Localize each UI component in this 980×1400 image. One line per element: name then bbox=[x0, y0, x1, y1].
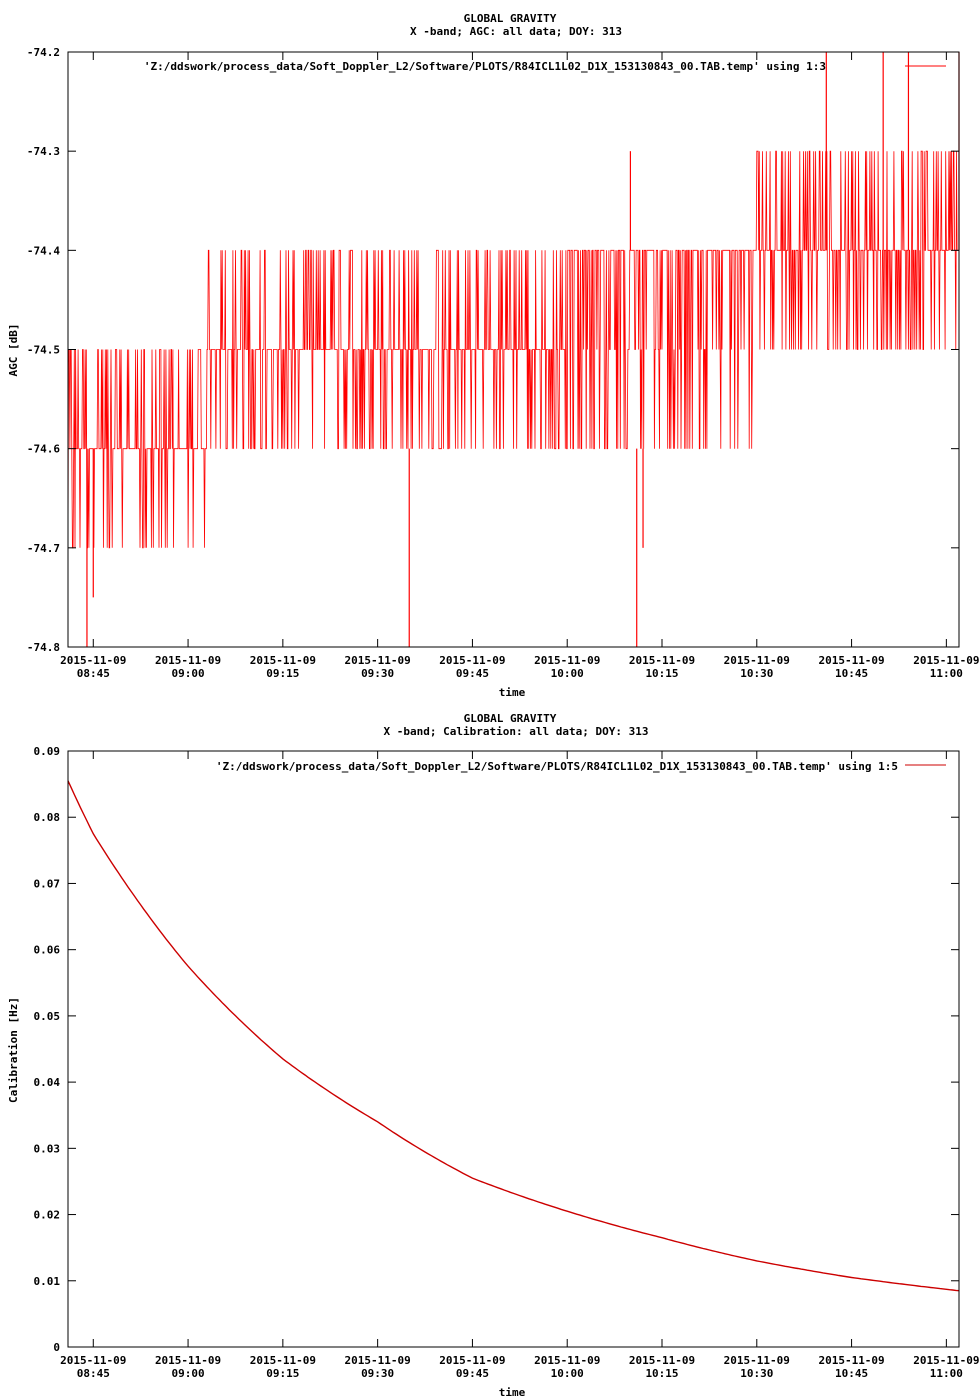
x-tick-label-time: 10:00 bbox=[551, 1367, 584, 1380]
y-tick-label: 0.07 bbox=[34, 877, 61, 890]
agc-chart: GLOBAL GRAVITY X -band; AGC: all data; D… bbox=[7, 12, 979, 699]
x-tick-label-time: 10:15 bbox=[645, 1367, 678, 1380]
x-tick-label-date: 2015-11-09 bbox=[250, 654, 316, 667]
x-tick-label-date: 2015-11-09 bbox=[439, 1354, 505, 1367]
y-axis-label: AGC [dB] bbox=[7, 324, 20, 377]
y-tick-label: 0.02 bbox=[34, 1209, 61, 1222]
y-tick-label: 0.05 bbox=[34, 1010, 61, 1023]
plot-frame bbox=[67, 750, 960, 1348]
y-tick-label: -74.4 bbox=[27, 244, 60, 257]
x-tick-label-time: 09:00 bbox=[172, 667, 205, 680]
x-tick-label-time: 09:30 bbox=[361, 1367, 394, 1380]
x-tick-label-date: 2015-11-09 bbox=[155, 654, 221, 667]
x-tick-label-time: 10:45 bbox=[835, 1367, 868, 1380]
y-tick-label: 0.08 bbox=[34, 811, 61, 824]
y-tick-label: -74.7 bbox=[27, 542, 60, 555]
axis-ticks: -74.2-74.3-74.4-74.5-74.6-74.7-74.82015-… bbox=[27, 46, 980, 680]
calibration-data-layer bbox=[67, 780, 960, 1292]
x-tick-label-time: 09:45 bbox=[456, 667, 489, 680]
chart-title: GLOBAL GRAVITY bbox=[464, 712, 557, 725]
x-axis-label: time bbox=[499, 1386, 526, 1399]
x-tick-label-time: 10:15 bbox=[645, 667, 678, 680]
legend-label: 'Z:/ddswork/process_data/Soft_Doppler_L2… bbox=[144, 60, 826, 73]
y-tick-label: -74.5 bbox=[27, 344, 60, 357]
y-tick-label: 0.03 bbox=[34, 1142, 61, 1155]
x-tick-label-date: 2015-11-09 bbox=[60, 1354, 126, 1367]
y-tick-label: 0.01 bbox=[34, 1275, 61, 1288]
chart-subtitle: X -band; AGC: all data; DOY: 313 bbox=[410, 25, 622, 38]
x-tick-label-date: 2015-11-09 bbox=[250, 1354, 316, 1367]
x-tick-label-time: 10:30 bbox=[740, 1367, 773, 1380]
x-tick-label-date: 2015-11-09 bbox=[629, 1354, 695, 1367]
axis-ticks: 0.090.080.070.060.050.040.030.020.010201… bbox=[34, 745, 980, 1380]
x-tick-label-date: 2015-11-09 bbox=[913, 654, 979, 667]
x-tick-label-date: 2015-11-09 bbox=[818, 1354, 884, 1367]
y-tick-label: 0.09 bbox=[34, 745, 61, 758]
x-tick-label-time: 10:30 bbox=[740, 667, 773, 680]
x-tick-label-time: 08:45 bbox=[77, 667, 110, 680]
series-line bbox=[67, 780, 960, 1292]
y-axis-label: Calibration [Hz] bbox=[7, 997, 20, 1103]
chart-title: GLOBAL GRAVITY bbox=[464, 12, 557, 25]
x-tick-label-date: 2015-11-09 bbox=[818, 654, 884, 667]
y-tick-label: -74.2 bbox=[27, 46, 60, 59]
x-tick-label-date: 2015-11-09 bbox=[155, 1354, 221, 1367]
x-tick-label-time: 09:15 bbox=[266, 667, 299, 680]
x-tick-label-date: 2015-11-09 bbox=[439, 654, 505, 667]
x-tick-label-time: 09:00 bbox=[172, 1367, 205, 1380]
y-tick-label: 0.04 bbox=[34, 1076, 61, 1089]
x-tick-label-date: 2015-11-09 bbox=[60, 654, 126, 667]
x-tick-label-time: 10:45 bbox=[835, 667, 868, 680]
x-tick-label-time: 09:15 bbox=[266, 1367, 299, 1380]
x-tick-label-time: 08:45 bbox=[77, 1367, 110, 1380]
y-tick-label: -74.3 bbox=[27, 145, 60, 158]
x-tick-label-time: 11:00 bbox=[930, 1367, 963, 1380]
x-tick-label-date: 2015-11-09 bbox=[345, 654, 411, 667]
x-tick-label-date: 2015-11-09 bbox=[724, 1354, 790, 1367]
x-tick-label-date: 2015-11-09 bbox=[724, 654, 790, 667]
y-tick-label: 0.06 bbox=[34, 944, 61, 957]
x-tick-label-time: 09:45 bbox=[456, 1367, 489, 1380]
y-tick-label: 0 bbox=[53, 1341, 60, 1354]
y-tick-label: -74.8 bbox=[27, 641, 60, 654]
x-tick-label-time: 10:00 bbox=[551, 667, 584, 680]
legend-label: 'Z:/ddswork/process_data/Soft_Doppler_L2… bbox=[216, 760, 898, 773]
series-line bbox=[67, 150, 959, 549]
calibration-chart: GLOBAL GRAVITY X -band; Calibration: all… bbox=[7, 712, 979, 1399]
x-tick-label-date: 2015-11-09 bbox=[629, 654, 695, 667]
x-tick-label-date: 2015-11-09 bbox=[534, 1354, 600, 1367]
y-tick-label: -74.6 bbox=[27, 443, 60, 456]
x-tick-label-time: 11:00 bbox=[930, 667, 963, 680]
x-tick-label-time: 09:30 bbox=[361, 667, 394, 680]
x-tick-label-date: 2015-11-09 bbox=[345, 1354, 411, 1367]
x-tick-label-date: 2015-11-09 bbox=[913, 1354, 979, 1367]
x-tick-label-date: 2015-11-09 bbox=[534, 654, 600, 667]
chart-subtitle: X -band; Calibration: all data; DOY: 313 bbox=[384, 725, 649, 738]
agc-data-layer bbox=[67, 52, 960, 647]
x-axis-label: time bbox=[499, 686, 526, 699]
